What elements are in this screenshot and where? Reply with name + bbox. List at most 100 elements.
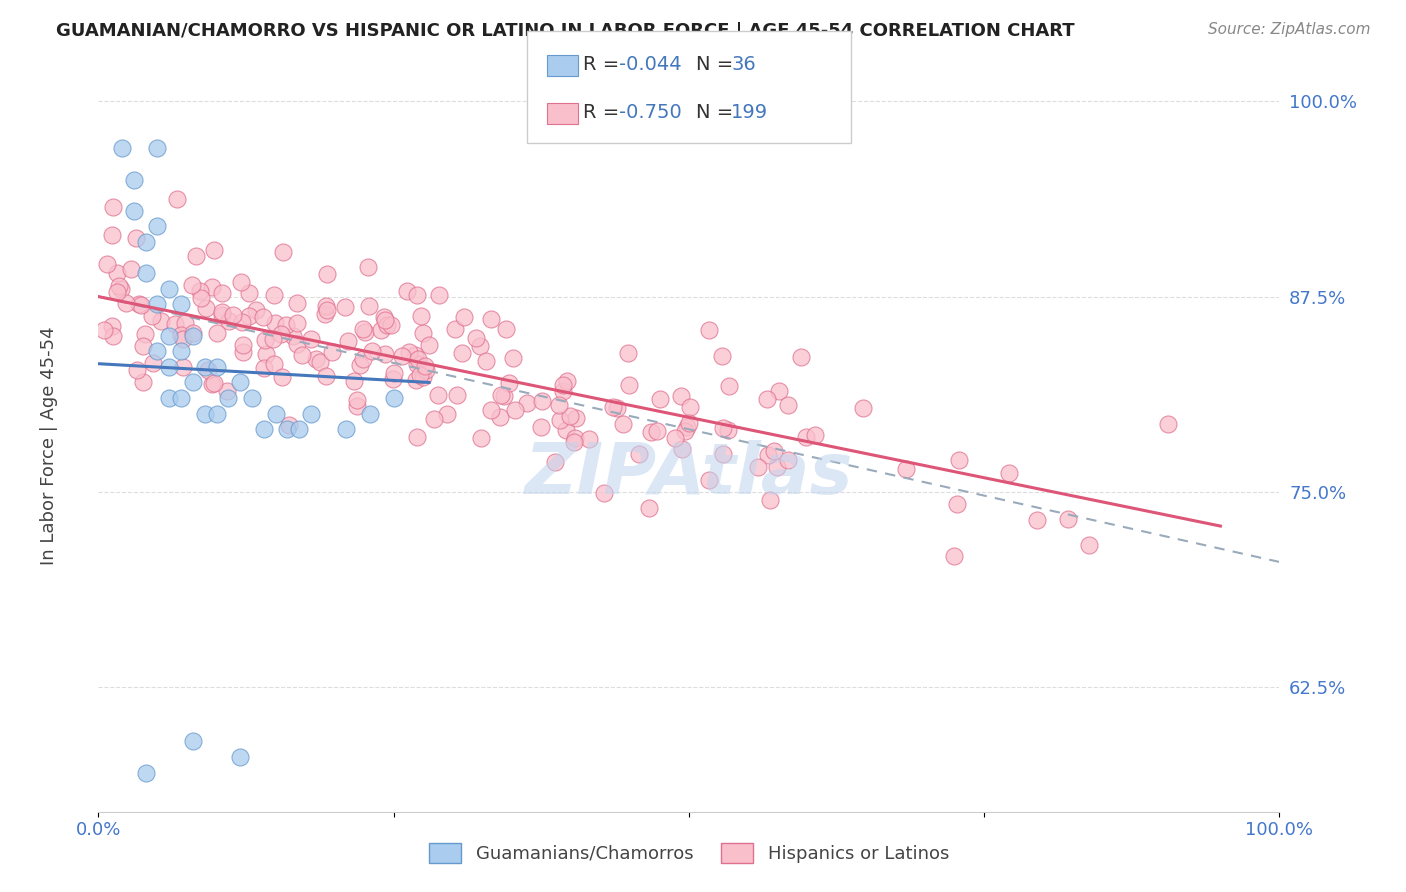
Point (335, 300, 357, 314)
Point (516, 396, 538, 410)
Point (149, 314, 172, 328)
Point (314, 307, 336, 321)
Point (946, 497, 969, 511)
Point (170, 328, 193, 343)
Point (412, 326, 434, 340)
Text: -0.750: -0.750 (619, 103, 682, 122)
Point (252, 360, 274, 375)
Point (453, 310, 475, 324)
Point (253, 422, 276, 436)
Point (308, 355, 330, 369)
Point (315, 369, 337, 384)
Point (181, 734, 204, 748)
Point (942, 549, 965, 563)
Point (697, 473, 720, 487)
Point (166, 192, 188, 206)
Point (202, 376, 225, 390)
Point (564, 431, 586, 445)
Point (361, 344, 384, 359)
Point (648, 392, 671, 406)
Point (503, 403, 526, 417)
Point (638, 501, 661, 516)
Point (1077, 538, 1099, 552)
Point (627, 447, 650, 461)
Point (172, 332, 194, 346)
Point (530, 420, 553, 434)
Point (679, 401, 702, 415)
Point (231, 338, 253, 352)
Point (305, 351, 328, 366)
Point (238, 309, 260, 323)
Point (617, 378, 640, 392)
Point (359, 407, 381, 421)
Point (122, 203, 145, 218)
Point (343, 374, 366, 388)
Point (406, 357, 429, 371)
Point (1157, 417, 1180, 431)
Point (409, 368, 432, 382)
Point (406, 429, 429, 443)
Point (562, 434, 585, 449)
Point (669, 389, 692, 403)
Point (470, 431, 492, 445)
Point (555, 424, 578, 438)
Point (264, 407, 287, 421)
Point (409, 309, 432, 323)
Point (264, 316, 287, 330)
Point (107, 279, 129, 293)
Point (412, 370, 434, 384)
Point (217, 384, 239, 399)
Point (205, 407, 228, 421)
Point (405, 373, 427, 387)
Point (285, 316, 308, 330)
Text: In Labor Force | Age 45-54: In Labor Force | Age 45-54 (41, 326, 58, 566)
Point (271, 245, 294, 260)
Point (606, 401, 628, 416)
Point (544, 455, 567, 469)
Point (997, 466, 1019, 480)
Point (142, 356, 165, 370)
Text: N =: N = (696, 103, 740, 122)
Point (374, 313, 396, 327)
Point (231, 275, 253, 289)
Point (101, 227, 124, 242)
Point (146, 219, 169, 234)
Point (211, 286, 233, 301)
Point (711, 349, 734, 363)
Point (763, 444, 786, 458)
Point (778, 398, 800, 412)
Point (673, 425, 696, 439)
Point (287, 336, 309, 351)
Point (299, 332, 322, 346)
Point (479, 312, 502, 326)
Point (548, 398, 571, 412)
Point (135, 235, 157, 249)
Point (105, 266, 128, 280)
Point (678, 416, 700, 430)
Point (617, 345, 640, 359)
Point (531, 393, 554, 408)
Point (1056, 511, 1078, 525)
Point (157, 391, 180, 405)
Point (755, 392, 778, 406)
Point (184, 249, 207, 263)
Point (560, 409, 582, 424)
Point (676, 420, 699, 434)
Point (377, 318, 399, 332)
Point (205, 326, 228, 340)
Point (548, 413, 571, 427)
Point (201, 279, 224, 293)
Point (756, 448, 779, 462)
Point (181, 328, 204, 343)
Point (146, 141, 169, 155)
Point (593, 486, 616, 500)
Point (711, 420, 734, 434)
Point (128, 296, 150, 310)
Point (253, 333, 276, 347)
Point (127, 362, 149, 376)
Point (804, 427, 827, 442)
Point (120, 262, 142, 277)
Point (190, 291, 212, 305)
Point (232, 345, 254, 359)
Point (240, 391, 263, 405)
